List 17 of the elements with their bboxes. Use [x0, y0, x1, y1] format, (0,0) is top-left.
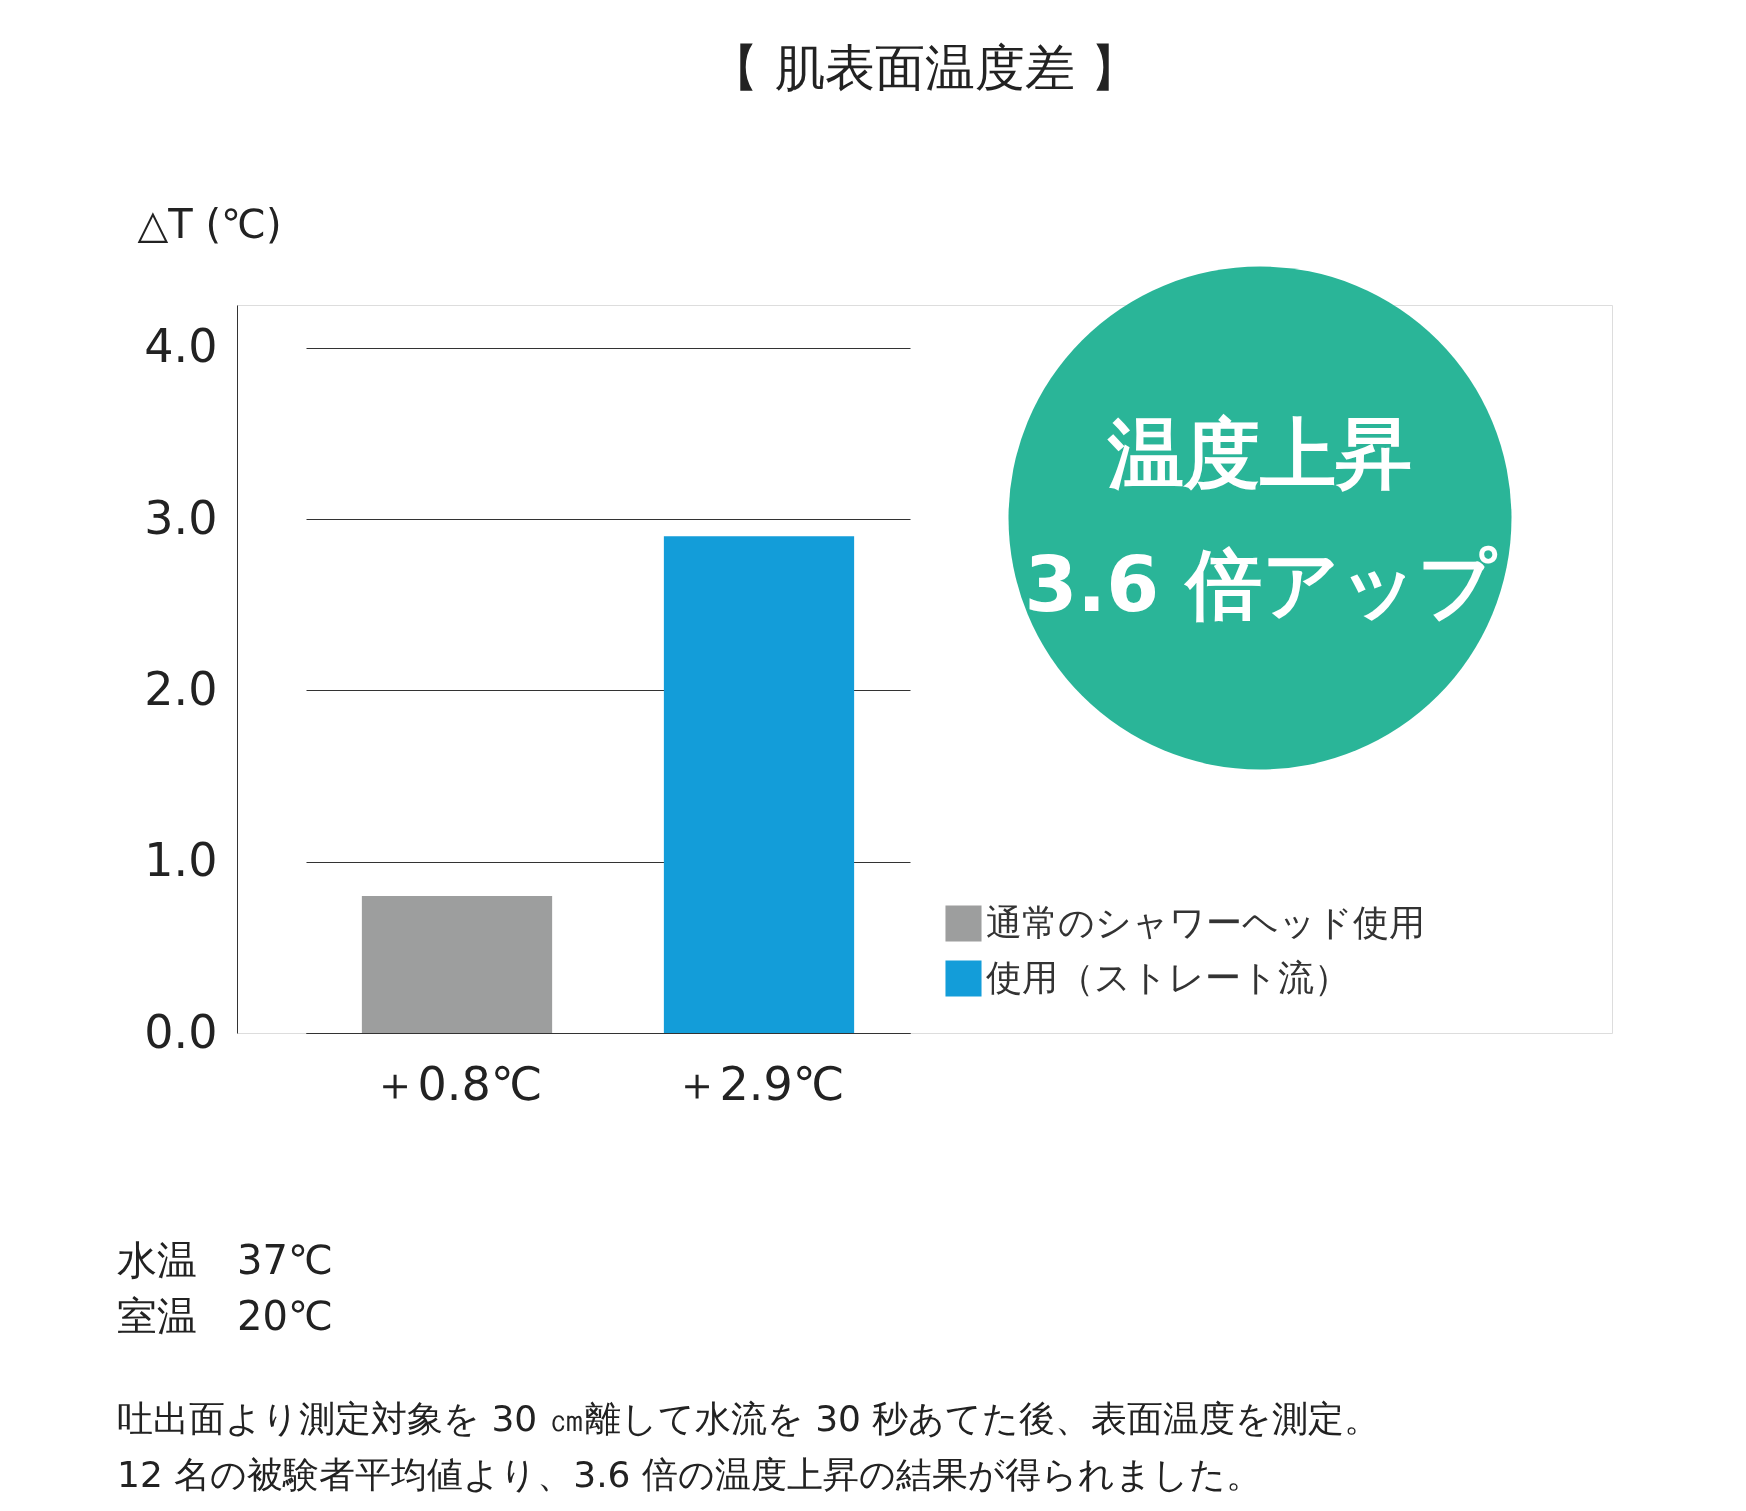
y-tick-label: 1.0 — [144, 833, 218, 888]
text: 温度上昇 — [1107, 409, 1412, 498]
y-axis-title: △T (℃) — [137, 200, 282, 247]
y-tick-label: 0.0 — [144, 1004, 218, 1059]
legend-label: 通常のシャワーヘッド使用 — [986, 901, 1425, 943]
y-tick-label: 3.0 — [144, 490, 218, 545]
y-tick-label: 2.0 — [144, 661, 218, 716]
text: 室温 20℃ — [117, 1293, 333, 1339]
y-tick-label: 4.0 — [144, 319, 218, 374]
text: 吐出面より測定対象を 30 ㎝離して水流を 30 秒あてた後、表面温度を測定。 — [117, 1398, 1381, 1439]
text: 3.6 倍アップ — [1024, 540, 1498, 629]
x-tick-label: ＋2.9℃ — [673, 1056, 845, 1111]
x-tick-label: ＋0.8℃ — [371, 1056, 543, 1111]
chart-title: 【 肌表面温度差 】 — [708, 39, 1141, 97]
legend-label: 使用（ストレート流） — [986, 956, 1350, 998]
text: 水温 37℃ — [117, 1237, 333, 1283]
text: 12 名の被験者平均値より、3.6 倍の温度上昇の結果が得られました。 — [117, 1454, 1262, 1495]
